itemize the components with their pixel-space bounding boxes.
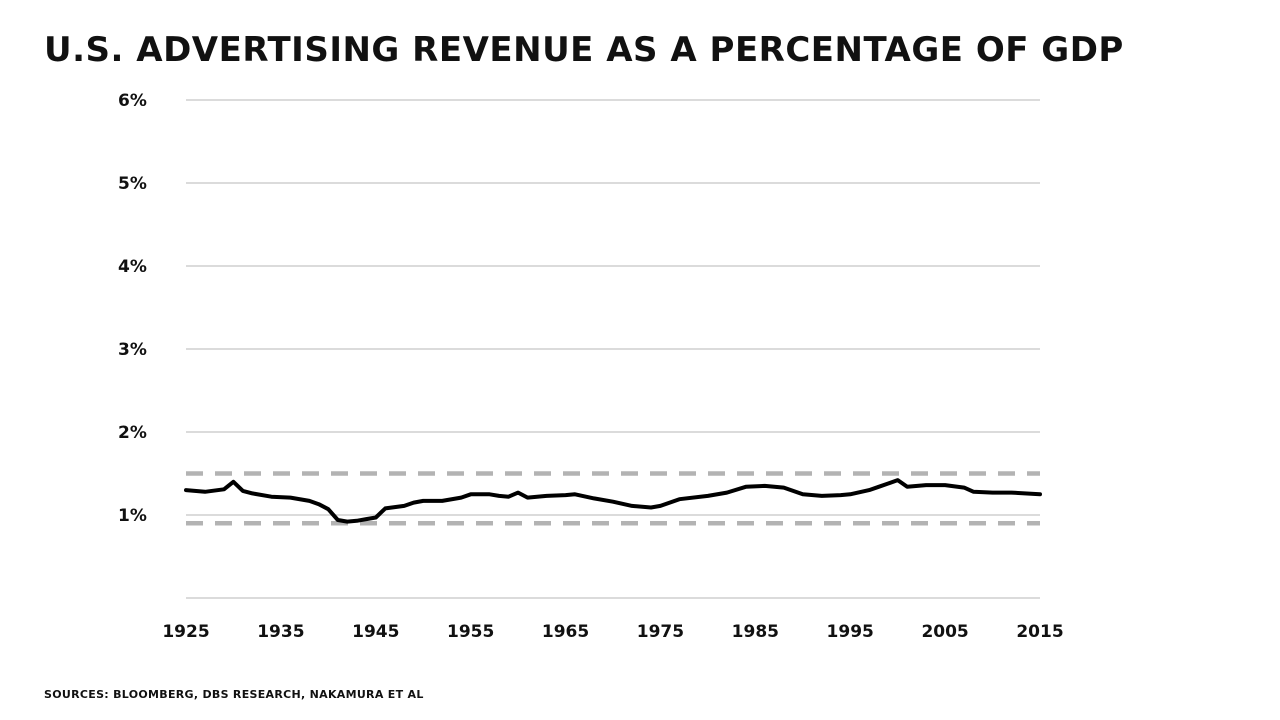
y-tick-label: 6% <box>118 91 147 111</box>
x-tick-label: 1935 <box>257 622 304 642</box>
y-tick-label: 2% <box>118 423 147 443</box>
series-line <box>184 478 1042 524</box>
y-tick-label: 4% <box>118 257 147 277</box>
y-tick-labels: 1% 2% 3% 4% 5% 6% <box>118 91 147 526</box>
x-tick-label: 1965 <box>542 622 589 642</box>
x-tick-label: 1985 <box>732 622 779 642</box>
y-tick-label: 3% <box>118 340 147 360</box>
x-tick-label: 1925 <box>162 622 209 642</box>
source-note: Sources: Bloomberg, DBS Research, Nakamu… <box>44 688 424 701</box>
grid-layer <box>186 99 1040 599</box>
x-tick-label: 1995 <box>827 622 874 642</box>
y-tick-label: 1% <box>118 506 147 526</box>
y-tick-label: 5% <box>118 174 147 194</box>
chart-title: U.S. Advertising Revenue as a Percentage… <box>44 30 1124 70</box>
x-tick-labels: 1925 1935 1945 1955 1965 1975 1985 1995 2005 2015 <box>162 622 1063 642</box>
reference-band-layer <box>186 471 1040 526</box>
series-layer <box>184 478 1042 524</box>
x-tick-label: 1955 <box>447 622 494 642</box>
x-tick-label: 2015 <box>1016 622 1063 642</box>
x-tick-label: 1945 <box>352 622 399 642</box>
x-tick-label: 1975 <box>637 622 684 642</box>
x-tick-label: 2005 <box>921 622 968 642</box>
